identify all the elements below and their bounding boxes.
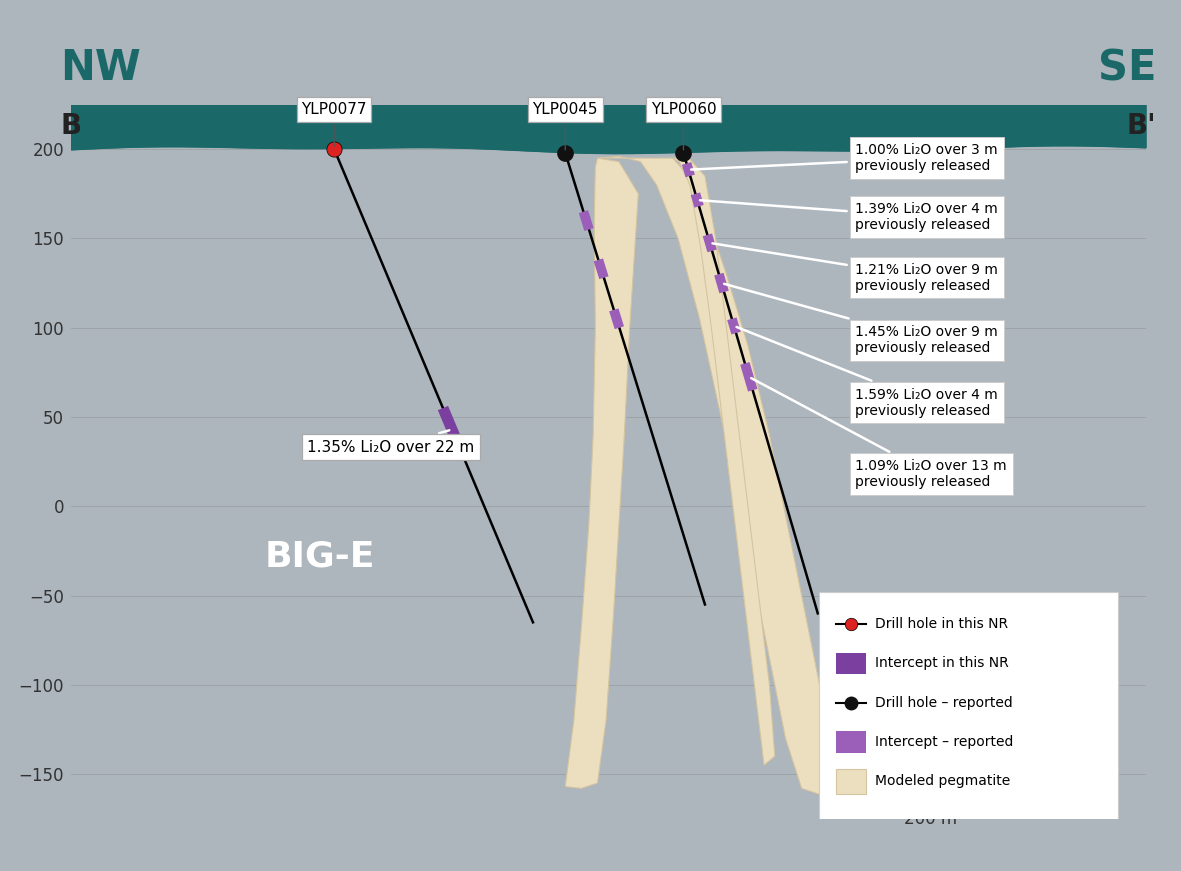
- Text: BIG-E: BIG-E: [265, 539, 374, 573]
- Text: B': B': [1127, 111, 1156, 139]
- Text: B: B: [60, 111, 81, 139]
- Text: SE: SE: [1098, 47, 1156, 90]
- Text: Modeled pegmatite: Modeled pegmatite: [875, 774, 1010, 788]
- Text: YLP0045: YLP0045: [533, 102, 598, 150]
- Polygon shape: [673, 159, 775, 766]
- Text: Drill hole in this NR: Drill hole in this NR: [875, 618, 1007, 631]
- Text: 1.35% Li₂O over 22 m: 1.35% Li₂O over 22 m: [307, 430, 475, 455]
- FancyBboxPatch shape: [818, 592, 1117, 820]
- Text: 1.45% Li₂O over 9 m
previously released: 1.45% Li₂O over 9 m previously released: [724, 284, 998, 355]
- Text: 1.39% Li₂O over 4 m
previously released: 1.39% Li₂O over 4 m previously released: [700, 200, 998, 232]
- Text: 1.59% Li₂O over 4 m
previously released: 1.59% Li₂O over 4 m previously released: [737, 327, 998, 418]
- Text: YLP0060: YLP0060: [651, 102, 716, 150]
- Polygon shape: [566, 159, 638, 788]
- Polygon shape: [598, 156, 844, 795]
- FancyBboxPatch shape: [836, 769, 866, 793]
- FancyBboxPatch shape: [836, 652, 866, 674]
- FancyBboxPatch shape: [836, 732, 866, 753]
- Text: 1.21% Li₂O over 9 m
previously released: 1.21% Li₂O over 9 m previously released: [712, 243, 998, 293]
- Text: Intercept in this NR: Intercept in this NR: [875, 657, 1009, 671]
- Text: 1.00% Li₂O over 3 m
previously released: 1.00% Li₂O over 3 m previously released: [691, 143, 998, 173]
- Text: NW: NW: [60, 47, 141, 90]
- Text: YLP0077: YLP0077: [301, 102, 367, 146]
- Text: 1.09% Li₂O over 13 m
previously released: 1.09% Li₂O over 13 m previously released: [751, 378, 1007, 490]
- Text: 200 m: 200 m: [905, 810, 957, 827]
- Text: Drill hole – reported: Drill hole – reported: [875, 696, 1012, 710]
- Text: Intercept – reported: Intercept – reported: [875, 735, 1013, 749]
